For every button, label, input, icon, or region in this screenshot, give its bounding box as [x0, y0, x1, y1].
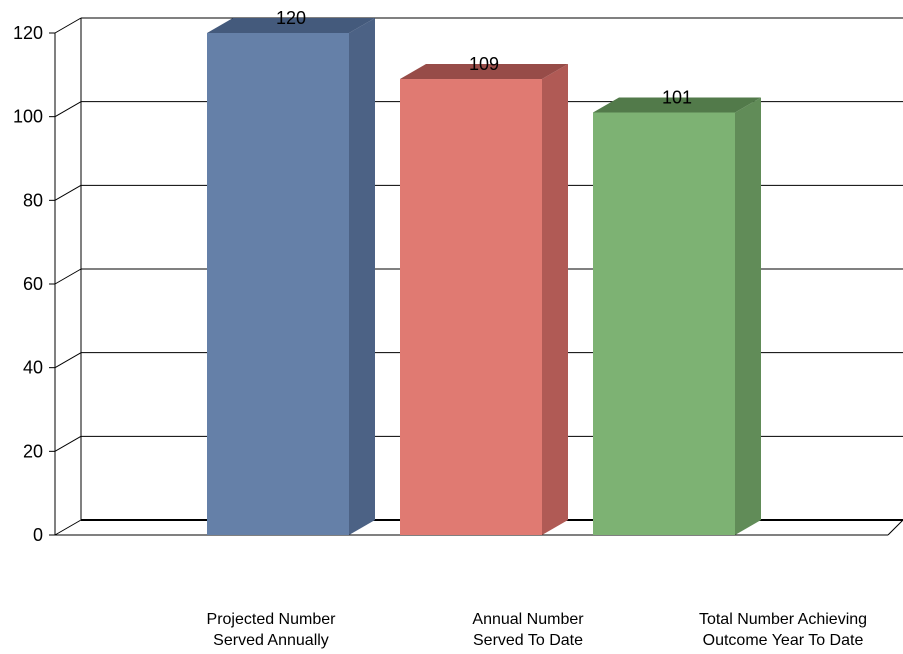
data-label: 109 — [469, 54, 499, 74]
gridline-depth — [54, 519, 82, 536]
bar-front-face — [400, 79, 542, 536]
x-category-label: Annual Number Served To Date — [472, 611, 584, 649]
bar-layer — [207, 18, 761, 536]
bar-2 — [400, 64, 568, 536]
bar-side-face — [735, 97, 761, 535]
label-layer: 120 Projected Number Served Annually 109 Ann… — [207, 8, 868, 649]
gridline-depth — [54, 101, 82, 118]
data-label: 101 — [662, 87, 692, 107]
bar-top-face — [593, 97, 761, 113]
floor-right-edge — [887, 519, 903, 536]
data-label: 120 — [276, 8, 306, 28]
x-category-label: Projected Number Served Annually — [207, 611, 337, 649]
y-tick-label: 0 — [33, 525, 43, 545]
y-tick-label: 20 — [23, 441, 43, 461]
x-category-label: Total Number Achieving Outcome Year To Da… — [699, 611, 867, 649]
y-tick-label: 120 — [13, 23, 43, 43]
gridline-depth — [54, 17, 82, 34]
bar-1 — [207, 18, 375, 535]
y-tick-label: 60 — [23, 274, 43, 294]
bar-side-face — [542, 64, 568, 536]
gridline-depth — [54, 268, 82, 285]
bar-front-face — [207, 33, 349, 535]
gridline-depth — [54, 352, 82, 369]
bar-top-face — [400, 64, 568, 80]
bar-side-face — [349, 18, 375, 535]
y-tick-label: 80 — [23, 190, 43, 210]
gridline-depth — [54, 184, 82, 201]
bar-front-face — [593, 112, 735, 535]
gridline-depth — [54, 435, 82, 452]
bar-top-face — [207, 18, 375, 33]
bar-3 — [593, 97, 761, 535]
y-tick-label: 40 — [23, 358, 43, 378]
y-tick-label: 100 — [13, 107, 43, 127]
